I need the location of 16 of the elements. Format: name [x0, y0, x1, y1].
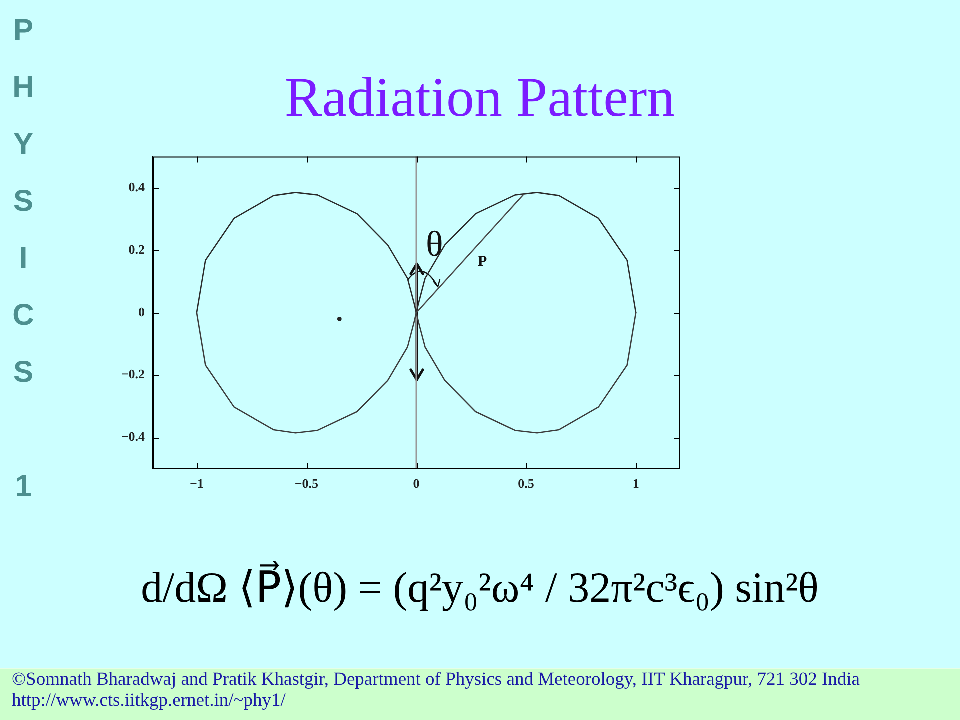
- x-tick-label: 1: [632, 476, 640, 492]
- x-tick-label: 0.5: [518, 476, 535, 492]
- text: ©Somnath Bharadwaj and Pratik Khastgir, Department of Physics and Meteorology, IIT Kharagpur, 721 302 India: [12, 670, 860, 690]
- annotation: P: [478, 254, 488, 270]
- y-tick-label: −0.2: [121, 366, 145, 382]
- y-tick-label: 0.4: [128, 179, 146, 194]
- y-tick-label: −0.4: [121, 429, 146, 444]
- text: http://www.cts.iitkgp.ernet.in/~phy1/: [12, 691, 286, 712]
- chart-title: Radiation Pattern: [284, 67, 676, 129]
- text: PHYSICS 1: [7, 14, 40, 527]
- x-tick-label: −0.5: [294, 476, 320, 492]
- y-tick-label: 0.2: [128, 242, 145, 257]
- x-tick-label: 0: [413, 476, 420, 492]
- x-tick-label: −1: [190, 476, 204, 492]
- y-tick-label: 0: [138, 304, 145, 320]
- annotation: θ: [426, 224, 444, 264]
